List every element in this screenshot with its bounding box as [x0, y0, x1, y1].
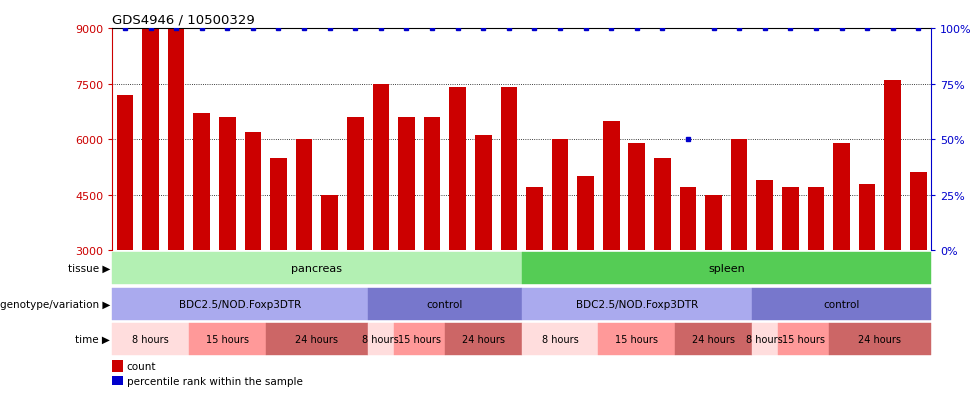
Bar — [884, 81, 901, 251]
Text: 8 hours: 8 hours — [133, 335, 169, 344]
Text: control: control — [823, 299, 860, 309]
Bar — [245, 133, 261, 251]
Bar — [219, 118, 236, 251]
Bar — [654, 158, 671, 251]
Text: control: control — [427, 299, 463, 309]
Bar — [295, 140, 312, 251]
Text: 15 hours: 15 hours — [206, 335, 249, 344]
Bar — [372, 84, 389, 251]
Bar — [142, 29, 159, 251]
Bar — [500, 88, 517, 251]
Text: 15 hours: 15 hours — [398, 335, 441, 344]
Bar — [752, 323, 778, 356]
Text: 15 hours: 15 hours — [782, 335, 825, 344]
Bar — [829, 323, 931, 356]
Text: percentile rank within the sample: percentile rank within the sample — [127, 376, 303, 387]
Text: 15 hours: 15 hours — [615, 335, 658, 344]
Text: 8 hours: 8 hours — [363, 335, 399, 344]
Bar — [112, 360, 123, 372]
Text: 8 hours: 8 hours — [542, 335, 578, 344]
Bar — [731, 140, 748, 251]
Text: genotype/variation ▶: genotype/variation ▶ — [0, 299, 110, 309]
Bar — [322, 195, 338, 251]
Bar — [445, 323, 522, 356]
Bar — [577, 177, 594, 251]
Bar — [193, 114, 210, 251]
Bar — [369, 323, 394, 356]
Bar — [807, 188, 824, 251]
Text: 8 hours: 8 hours — [747, 335, 783, 344]
Text: 24 hours: 24 hours — [858, 335, 902, 344]
Bar — [112, 323, 189, 356]
Text: 24 hours: 24 hours — [692, 335, 735, 344]
Text: GDS4946 / 10500329: GDS4946 / 10500329 — [112, 13, 254, 26]
Text: spleen: spleen — [708, 263, 745, 273]
Bar — [675, 323, 752, 356]
Bar — [112, 252, 522, 285]
Text: time ▶: time ▶ — [75, 335, 110, 344]
Bar — [189, 323, 265, 356]
Bar — [398, 118, 414, 251]
Text: BDC2.5/NOD.Foxp3DTR: BDC2.5/NOD.Foxp3DTR — [575, 299, 698, 309]
Bar — [270, 158, 287, 251]
Text: BDC2.5/NOD.Foxp3DTR: BDC2.5/NOD.Foxp3DTR — [179, 299, 301, 309]
Bar — [757, 180, 773, 251]
Bar — [522, 323, 599, 356]
Text: count: count — [127, 361, 156, 371]
Bar — [117, 95, 134, 251]
Bar — [526, 188, 543, 251]
Bar — [449, 88, 466, 251]
Bar — [369, 288, 522, 320]
Text: pancreas: pancreas — [292, 263, 342, 273]
Bar — [599, 323, 675, 356]
Bar — [265, 323, 369, 356]
Bar — [522, 252, 931, 285]
Text: 24 hours: 24 hours — [462, 335, 505, 344]
Bar — [859, 184, 876, 251]
Text: tissue ▶: tissue ▶ — [68, 263, 110, 273]
Bar — [680, 188, 696, 251]
Bar — [778, 323, 829, 356]
Bar — [910, 173, 926, 251]
Bar — [603, 121, 619, 251]
Bar — [782, 188, 799, 251]
Bar — [752, 288, 931, 320]
Bar — [424, 118, 441, 251]
Text: 24 hours: 24 hours — [295, 335, 338, 344]
Bar — [112, 376, 123, 385]
Bar — [522, 288, 752, 320]
Bar — [112, 288, 369, 320]
Bar — [834, 143, 850, 251]
Bar — [705, 195, 722, 251]
Bar — [552, 140, 568, 251]
Bar — [394, 323, 445, 356]
Bar — [168, 29, 184, 251]
Bar — [347, 118, 364, 251]
Bar — [475, 136, 491, 251]
Bar — [629, 143, 645, 251]
